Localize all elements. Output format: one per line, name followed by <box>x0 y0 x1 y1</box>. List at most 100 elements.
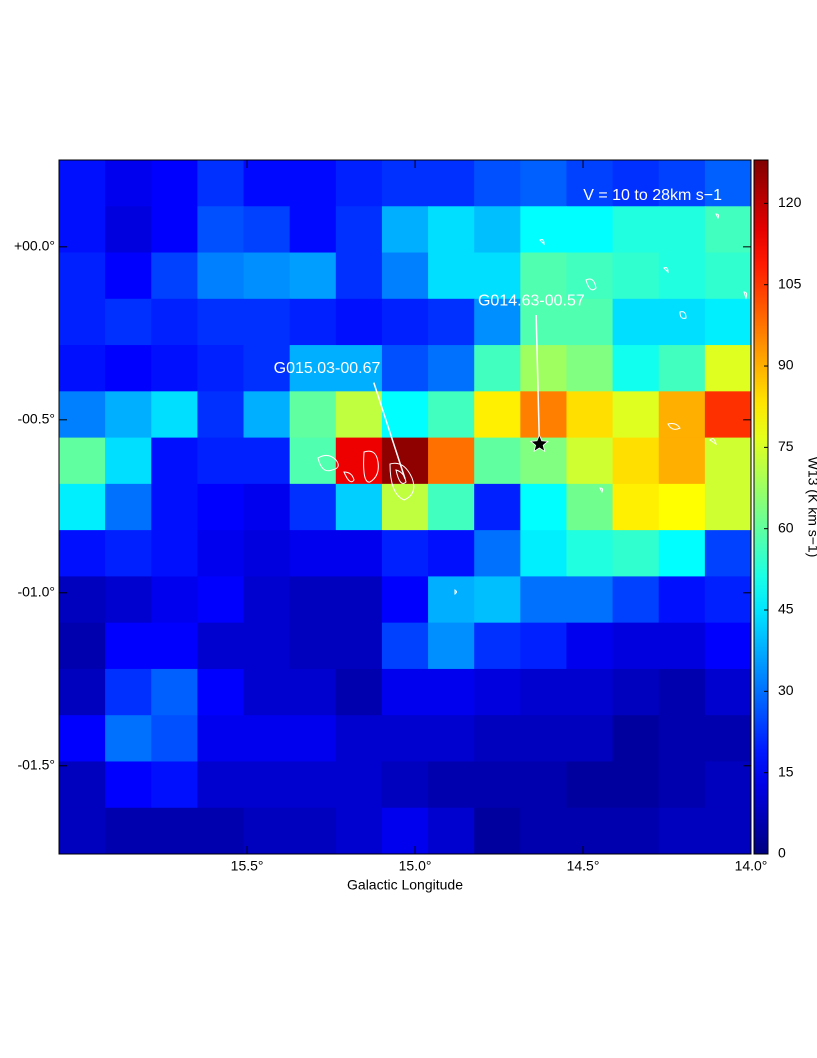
cell <box>105 160 152 207</box>
colorbar-tick-label: 120 <box>778 194 802 210</box>
cell <box>566 761 614 809</box>
cell <box>59 807 106 855</box>
cell <box>243 345 291 392</box>
cell <box>704 298 752 346</box>
cell <box>197 761 245 809</box>
cell <box>704 160 752 207</box>
cell <box>151 437 198 485</box>
cell <box>243 391 291 439</box>
x-tick-label: 15.5° <box>231 858 264 874</box>
x-tick-label: 14.0° <box>735 858 768 874</box>
cell <box>612 298 660 346</box>
cell <box>289 715 337 762</box>
colorbar-tick-label: 105 <box>778 275 802 291</box>
cell <box>151 298 198 346</box>
cell <box>59 437 106 485</box>
heatmap <box>59 160 752 855</box>
cell <box>612 715 660 762</box>
cell <box>428 668 475 716</box>
cell <box>59 252 106 300</box>
cell <box>658 761 706 809</box>
cell <box>243 807 291 855</box>
cell <box>704 622 752 670</box>
cell <box>520 622 567 670</box>
cell <box>520 206 567 254</box>
cell <box>612 576 660 624</box>
cell <box>289 391 337 439</box>
cell <box>151 761 198 809</box>
plot-frame <box>58 159 752 855</box>
cell <box>566 391 614 439</box>
cell <box>289 160 337 207</box>
cell <box>612 622 660 670</box>
cell <box>151 160 198 207</box>
cell <box>474 668 521 716</box>
cell <box>520 298 567 346</box>
cell <box>59 668 106 716</box>
cell <box>151 345 198 392</box>
cell <box>59 160 106 207</box>
cell <box>381 345 429 392</box>
cell <box>381 668 429 716</box>
cell <box>243 252 291 300</box>
cell <box>474 252 521 300</box>
cell <box>59 715 106 762</box>
colorbar-tick-label: 15 <box>778 763 794 779</box>
cell <box>381 715 429 762</box>
cell <box>428 391 475 439</box>
cell <box>105 298 152 346</box>
cell <box>520 391 567 439</box>
cell <box>289 345 337 392</box>
cell <box>197 668 245 716</box>
cell <box>474 807 521 855</box>
cell <box>243 206 291 254</box>
cell <box>428 530 475 577</box>
cell <box>381 807 429 855</box>
cell <box>59 483 106 531</box>
cell <box>658 668 706 716</box>
colorbar-tick-label: 75 <box>778 438 794 454</box>
cell <box>197 252 245 300</box>
cell <box>105 206 152 254</box>
contour <box>317 450 415 501</box>
cell <box>335 252 383 300</box>
source-pointer <box>373 382 406 479</box>
cell <box>612 160 660 207</box>
cell <box>704 391 752 439</box>
y-tick-label: -00.5° <box>17 411 55 427</box>
cell <box>105 668 152 716</box>
cell <box>658 391 706 439</box>
cell <box>381 530 429 577</box>
cell <box>243 483 291 531</box>
cell <box>658 345 706 392</box>
cell <box>105 715 152 762</box>
source-label: G014.63-00.57 <box>478 292 585 309</box>
y-tick-label: -01.0° <box>17 584 55 600</box>
cell <box>474 761 521 809</box>
cell <box>289 668 337 716</box>
cell <box>335 391 383 439</box>
cell <box>335 483 383 531</box>
cell <box>335 530 383 577</box>
cell <box>289 437 337 485</box>
cell <box>474 345 521 392</box>
cell <box>612 483 660 531</box>
cell <box>520 761 567 809</box>
cell <box>59 576 106 624</box>
cell <box>151 252 198 300</box>
cell <box>658 807 706 855</box>
cell <box>335 437 383 485</box>
cell <box>197 715 245 762</box>
cell <box>381 206 429 254</box>
cell <box>566 252 614 300</box>
cell <box>289 206 337 254</box>
colorbar-tick-label: 0 <box>778 845 786 861</box>
cell <box>520 576 567 624</box>
cell <box>243 668 291 716</box>
cell <box>520 668 567 716</box>
cell <box>520 807 567 855</box>
cell <box>566 345 614 392</box>
cell <box>658 622 706 670</box>
cell <box>428 715 475 762</box>
